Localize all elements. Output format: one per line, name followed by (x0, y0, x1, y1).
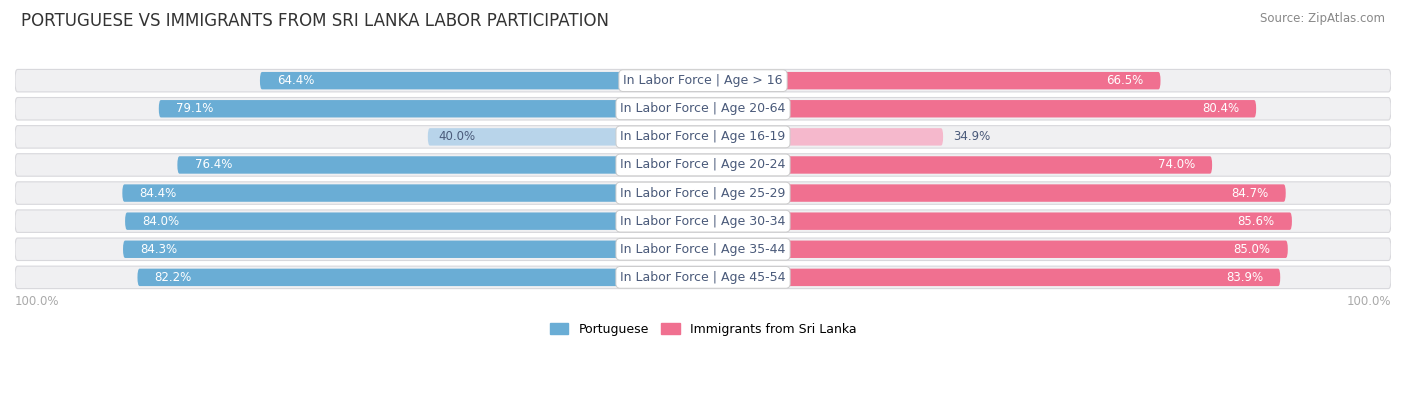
Text: 40.0%: 40.0% (439, 130, 475, 143)
Text: PORTUGUESE VS IMMIGRANTS FROM SRI LANKA LABOR PARTICIPATION: PORTUGUESE VS IMMIGRANTS FROM SRI LANKA … (21, 12, 609, 30)
Text: In Labor Force | Age 16-19: In Labor Force | Age 16-19 (620, 130, 786, 143)
Text: In Labor Force | Age 35-44: In Labor Force | Age 35-44 (620, 243, 786, 256)
FancyBboxPatch shape (15, 238, 1391, 261)
Text: 84.3%: 84.3% (141, 243, 177, 256)
Text: 85.6%: 85.6% (1237, 214, 1275, 228)
Text: 82.2%: 82.2% (155, 271, 191, 284)
Text: 85.0%: 85.0% (1233, 243, 1271, 256)
Text: 83.9%: 83.9% (1226, 271, 1263, 284)
FancyBboxPatch shape (15, 266, 1391, 289)
FancyBboxPatch shape (703, 156, 1212, 174)
Text: In Labor Force | Age 45-54: In Labor Force | Age 45-54 (620, 271, 786, 284)
Text: In Labor Force | Age 25-29: In Labor Force | Age 25-29 (620, 186, 786, 199)
Text: 100.0%: 100.0% (1347, 295, 1391, 308)
FancyBboxPatch shape (15, 98, 1391, 120)
Text: In Labor Force | Age 30-34: In Labor Force | Age 30-34 (620, 214, 786, 228)
FancyBboxPatch shape (260, 72, 703, 89)
Text: In Labor Force | Age > 16: In Labor Force | Age > 16 (623, 74, 783, 87)
FancyBboxPatch shape (15, 182, 1391, 204)
Text: In Labor Force | Age 20-64: In Labor Force | Age 20-64 (620, 102, 786, 115)
FancyBboxPatch shape (703, 128, 943, 146)
FancyBboxPatch shape (159, 100, 703, 117)
Text: 84.4%: 84.4% (139, 186, 177, 199)
Text: 84.7%: 84.7% (1232, 186, 1268, 199)
Text: 100.0%: 100.0% (15, 295, 59, 308)
FancyBboxPatch shape (703, 72, 1160, 89)
FancyBboxPatch shape (15, 154, 1391, 176)
FancyBboxPatch shape (15, 126, 1391, 148)
Text: 66.5%: 66.5% (1107, 74, 1143, 87)
Text: 80.4%: 80.4% (1202, 102, 1239, 115)
FancyBboxPatch shape (125, 213, 703, 230)
Text: 34.9%: 34.9% (953, 130, 991, 143)
FancyBboxPatch shape (703, 213, 1292, 230)
Text: 79.1%: 79.1% (176, 102, 214, 115)
Text: 76.4%: 76.4% (194, 158, 232, 171)
Text: 64.4%: 64.4% (277, 74, 315, 87)
FancyBboxPatch shape (703, 184, 1285, 202)
FancyBboxPatch shape (138, 269, 703, 286)
FancyBboxPatch shape (703, 241, 1288, 258)
FancyBboxPatch shape (122, 241, 703, 258)
FancyBboxPatch shape (122, 184, 703, 202)
Legend: Portuguese, Immigrants from Sri Lanka: Portuguese, Immigrants from Sri Lanka (544, 318, 862, 341)
Text: In Labor Force | Age 20-24: In Labor Force | Age 20-24 (620, 158, 786, 171)
Text: Source: ZipAtlas.com: Source: ZipAtlas.com (1260, 12, 1385, 25)
FancyBboxPatch shape (15, 210, 1391, 232)
FancyBboxPatch shape (703, 269, 1281, 286)
FancyBboxPatch shape (703, 100, 1256, 117)
Text: 74.0%: 74.0% (1157, 158, 1195, 171)
FancyBboxPatch shape (177, 156, 703, 174)
Text: 84.0%: 84.0% (142, 214, 180, 228)
FancyBboxPatch shape (15, 70, 1391, 92)
FancyBboxPatch shape (427, 128, 703, 146)
